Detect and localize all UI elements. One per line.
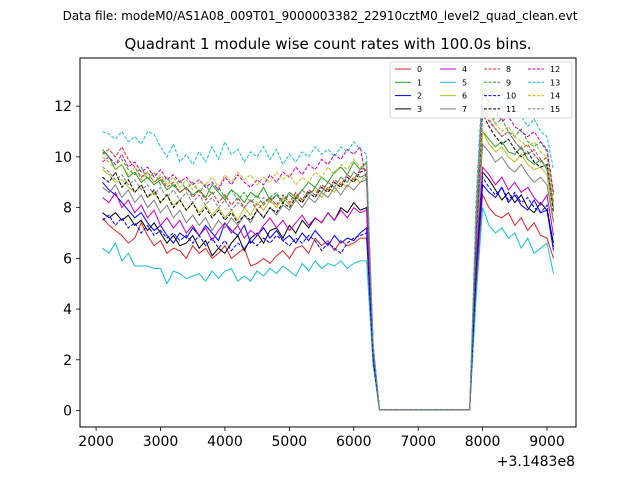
- legend-label-8: 8: [506, 65, 511, 74]
- legend-label-15: 15: [550, 105, 560, 114]
- y-tick-label: 4: [63, 302, 72, 318]
- series-line-8: [102, 109, 554, 411]
- series-line-4: [102, 165, 554, 411]
- y-tick-label: 10: [54, 150, 72, 166]
- y-tick-label: 8: [63, 201, 72, 217]
- plot-area: 2000 3000 4000 5000 6000 7000 8000 9000 0246810…: [54, 57, 577, 470]
- x-tick-label: 5000: [272, 434, 308, 450]
- series-line-5: [102, 207, 554, 411]
- y-tick-label: 0: [63, 404, 72, 420]
- legend-label-5: 5: [462, 78, 467, 87]
- legend-label-3: 3: [417, 105, 422, 114]
- x-tick-label: 3000: [143, 434, 179, 450]
- legend-label-6: 6: [462, 92, 467, 101]
- x-tick-label: 4000: [207, 434, 243, 450]
- series-line-7: [102, 142, 554, 411]
- chart-title: Quadrant 1 module wise count rates with …: [124, 35, 531, 53]
- legend-label-9: 9: [506, 78, 511, 87]
- y-tick-label: 12: [54, 99, 72, 115]
- x-tick-label: 6000: [336, 434, 372, 450]
- series-line-15: [102, 107, 554, 411]
- series-line-11: [102, 111, 554, 411]
- x-offset-label: +3.1483e8: [497, 454, 575, 470]
- y-tick-label: 2: [63, 353, 72, 369]
- x-tick-label: 9000: [529, 434, 565, 450]
- legend-label-0: 0: [417, 65, 422, 74]
- legend-label-13: 13: [550, 78, 560, 87]
- legend-label-12: 12: [550, 65, 560, 74]
- series-layer: [102, 79, 554, 411]
- figure-suptitle: Data file: modeM0/AS1A08_009T01_90000033…: [63, 9, 578, 23]
- legend-label-14: 14: [550, 92, 560, 101]
- legend-label-11: 11: [506, 105, 516, 114]
- series-line-0: [102, 193, 554, 411]
- y-axis: 0 2 4 6 8 10 12: [54, 99, 80, 420]
- legend-label-10: 10: [506, 92, 516, 101]
- legend-label-2: 2: [417, 92, 422, 101]
- series-line-13: [102, 79, 554, 411]
- legend-frame: [389, 61, 573, 119]
- x-axis: 2000 3000 4000 5000 6000 7000 8000 9000: [78, 427, 565, 450]
- legend-label-4: 4: [462, 65, 467, 74]
- legend-label-7: 7: [462, 105, 467, 114]
- x-tick-label: 8000: [465, 434, 501, 450]
- x-tick-label: 2000: [78, 434, 114, 450]
- legend-label-1: 1: [417, 78, 422, 87]
- series-line-2: [102, 181, 554, 411]
- axes-frame: [79, 57, 577, 428]
- x-tick-label: 7000: [400, 434, 436, 450]
- y-tick-label: 6: [63, 251, 72, 267]
- series-line-10: [102, 175, 554, 411]
